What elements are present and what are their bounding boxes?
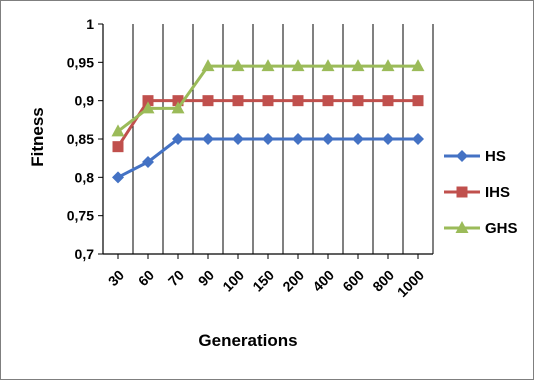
y-tick-label: 0,85 <box>67 131 94 147</box>
x-tick-label: 800 <box>369 267 397 295</box>
y-axis-title: Fitness <box>28 107 47 167</box>
y-tick-labels: 0,7 0,75 0,8 0,85 0,9 0,95 1 <box>67 16 94 262</box>
data-point-ihs <box>142 95 154 107</box>
legend-item-hs: HS <box>444 148 506 165</box>
x-tick-label: 200 <box>279 267 307 295</box>
legend-label-ihs: IHS <box>485 184 510 201</box>
x-tick-label: 150 <box>249 267 277 295</box>
x-tick-label: 90 <box>195 267 217 289</box>
data-point-ihs <box>322 95 334 107</box>
y-tick-label: 0,75 <box>67 208 94 224</box>
legend-item-ihs: IHS <box>444 184 510 201</box>
data-point-hs <box>142 156 154 168</box>
data-point-ihs <box>292 95 304 107</box>
legend-label-hs: HS <box>485 148 506 165</box>
data-point-hs <box>322 133 334 145</box>
series-ihs <box>112 95 424 153</box>
legend-marker-ghs <box>455 221 469 233</box>
data-point-ghs <box>231 59 245 72</box>
y-tick-label: 0,95 <box>67 54 94 70</box>
x-tick-label: 70 <box>165 267 187 289</box>
x-tick-label: 30 <box>105 267 127 289</box>
series-ghs <box>111 59 425 137</box>
x-tick-label: 60 <box>135 267 157 289</box>
legend: HS IHS GHS <box>444 148 518 237</box>
legend-marker-hs <box>456 150 468 162</box>
data-point-hs <box>382 133 394 145</box>
y-tick-label: 0,7 <box>75 246 95 262</box>
data-point-ghs <box>381 59 395 72</box>
data-point-hs <box>292 133 304 145</box>
data-point-ghs <box>321 59 335 72</box>
y-tick-label: 1 <box>86 16 94 32</box>
data-point-ihs <box>232 95 244 107</box>
data-point-ihs <box>172 95 184 107</box>
y-tick-label: 0,8 <box>75 169 95 185</box>
x-tick-label: 100 <box>219 267 247 295</box>
data-point-ghs <box>141 101 155 114</box>
data-point-ghs <box>291 59 305 72</box>
series-hs <box>112 133 424 184</box>
data-point-ihs <box>262 95 274 107</box>
data-point-ghs <box>171 101 185 114</box>
data-point-hs <box>232 133 244 145</box>
x-tick-label: 600 <box>339 267 367 295</box>
data-point-ihs <box>112 141 124 153</box>
data-point-ghs <box>351 59 365 72</box>
x-tick-label: 1000 <box>394 267 427 300</box>
data-point-ihs <box>412 95 424 107</box>
y-tick-label: 0,9 <box>75 93 95 109</box>
data-point-hs <box>262 133 274 145</box>
x-tick-label: 400 <box>309 267 337 295</box>
series-group <box>111 59 425 184</box>
data-point-ghs <box>111 124 125 137</box>
legend-item-ghs: GHS <box>444 220 518 237</box>
data-point-hs <box>412 133 424 145</box>
axes <box>98 23 433 259</box>
data-point-ihs <box>352 95 364 107</box>
legend-label-ghs: GHS <box>485 220 518 237</box>
data-point-hs <box>202 133 214 145</box>
data-point-ihs <box>202 95 214 107</box>
x-axis-title: Generations <box>198 331 297 350</box>
data-point-ghs <box>411 59 425 72</box>
data-point-ihs <box>382 95 394 107</box>
data-point-ghs <box>201 59 215 72</box>
data-point-hs <box>352 133 364 145</box>
legend-marker-ihs <box>456 186 468 198</box>
data-point-hs <box>172 133 184 145</box>
data-point-hs <box>112 171 124 184</box>
data-point-ghs <box>261 59 275 72</box>
